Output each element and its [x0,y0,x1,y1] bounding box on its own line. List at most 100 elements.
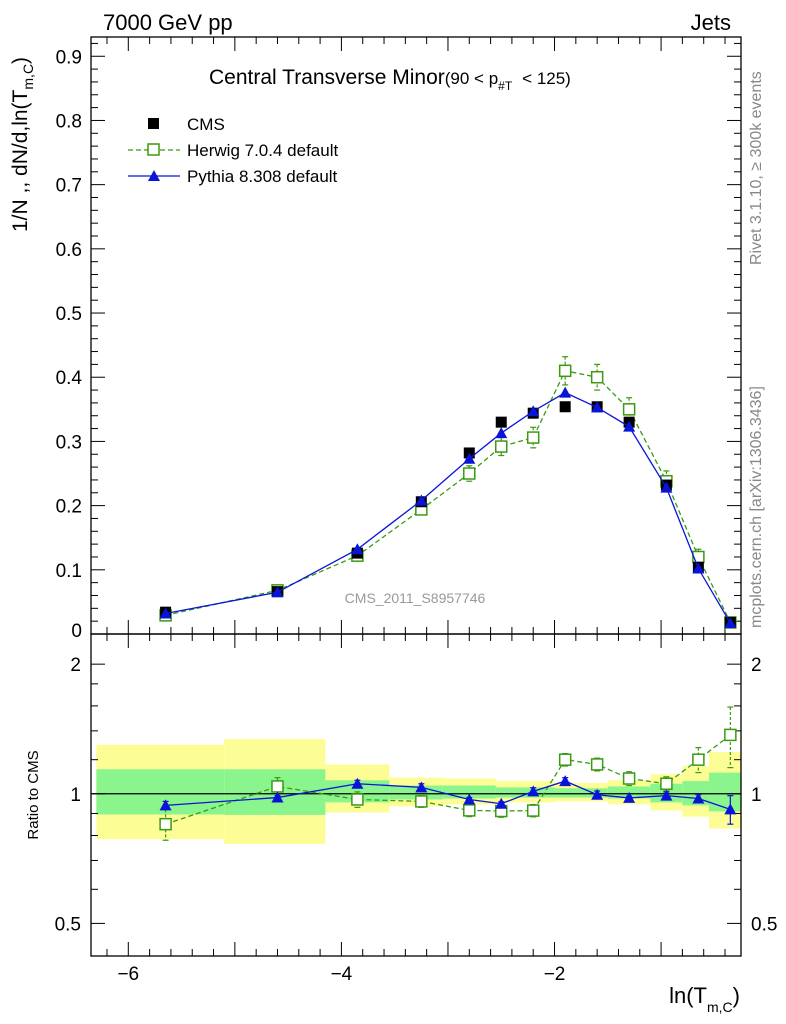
main-pythia-point [527,405,540,417]
main-pythia-point [159,607,172,619]
legend-cms-label: CMS [187,115,225,134]
ratio-pythia-point [495,797,508,809]
ratio-pythia-point [623,791,636,803]
ratio-pythia-point [159,799,172,811]
ratio-y-tick-label-right: 2 [751,655,762,676]
main-pythia-point [271,586,284,598]
main-axis-ticks: 0 0.1 0.2 0.3 0.4 0.5 0.6 0.7 0.8 0.9 [56,37,741,642]
legend-herwig-label: Herwig 7.0.4 default [187,141,338,160]
main-cms-point [495,416,507,428]
main-pythia-point [559,386,572,398]
plot-title-main: Central Transverse Minor [209,66,445,89]
ratio-pythia-point [591,788,604,800]
ratio-y-tick-label: 1 [70,785,81,806]
main-y-tick-label: 0.5 [56,304,82,325]
x-tick-label: −6 [117,964,139,985]
main-y-tick-label: 0.3 [56,432,82,453]
main-pythia-point [591,401,604,413]
main-pythia-point [660,481,673,493]
ratio-herwig-point [558,753,572,766]
ratio-pythia-point [559,775,572,787]
main-herwig-point [526,431,540,444]
plot-title: Central Transverse Minor(90 < p#T < 125) [209,66,571,93]
main-y-tick-label: 0.7 [56,176,82,197]
main-y-axis-label-text: 1/N ,, dN/d,ln(T [9,89,32,232]
ratio-pythia-point [660,789,673,801]
ratio-series-layer [159,706,737,841]
watermark: CMS_2011_S8957746 [345,590,486,606]
ratio-herwig-point [526,804,540,817]
ratio-herwig-point [271,780,284,793]
ratio-band-inner [96,769,225,815]
ratio-pythia-point [724,803,737,815]
main-y-tick-label: 0.6 [56,240,82,261]
ratio-y-axis-label: Ratio to CMS [25,750,42,839]
legend-pythia-label: Pythia 8.308 default [187,167,338,186]
main-herwig-point [622,403,636,416]
ratio-pythia-point [271,791,284,803]
main-herwig-point [494,440,508,453]
ratio-band-inner [495,787,555,798]
main-y-tick-label: 0.1 [56,561,82,582]
main-pythia-point [495,427,508,439]
main-herwig-point [590,370,604,384]
main-y-axis-label-end: ) [9,57,32,64]
ratio-frame [90,633,742,957]
ratio-herwig-point [622,772,636,785]
ratio-y-tick-label-right: 0.5 [751,914,777,935]
main-series-layer [159,356,737,629]
main-pythia-line [165,391,731,624]
main-herwig-line [165,370,731,623]
ratio-band-inner [554,788,608,798]
x-tick-label: −2 [544,964,566,985]
main-herwig-point [692,550,705,564]
plot-title-cut: (90 < p [445,69,498,88]
main-pythia-point [724,617,737,629]
ratio-herwig-point [590,758,604,771]
main-y-tick-label: 0.8 [56,111,82,132]
ratio-y-tick-label: 0.5 [55,914,81,935]
main-pythia-point [692,562,705,574]
legend: CMS Herwig 7.0.4 default Pythia 8.308 de… [128,115,338,186]
main-herwig-point [558,364,572,378]
ratio-y-tick-label: 2 [70,655,81,676]
ratio-herwig-point [660,777,673,791]
ratio-pythia-point [527,785,540,797]
ratio-pythia-point [463,793,476,805]
legend-cms-marker [148,118,159,129]
x-axis-label-text: ln(T [669,983,707,1008]
header-energy: 7000 GeV pp [103,10,233,35]
main-pythia-point [463,452,476,464]
ratio-herwig-point [415,795,428,808]
ratio-band-inner [442,785,496,799]
side-mcplots-text: mcplots.cern.ch [arXiv:1306.3436] [748,386,765,628]
main-cms-point [559,401,571,413]
x-axis-label-end: ) [733,983,740,1008]
ratio-band-inner [709,772,741,812]
ratio-herwig-point [159,817,172,831]
side-rivet-text: Rivet 3.1.10, ≥ 300k events [748,71,765,265]
main-pythia-point [351,543,364,555]
ratio-herwig-point [463,804,476,817]
x-axis-label: ln(Tm,C) [669,983,740,1015]
plot-title-cut-sub: #T [498,79,513,93]
main-y-axis-label: 1/N ,, dN/d,ln(Tm,C) [9,57,36,232]
main-y-tick-label: 0.9 [56,47,82,68]
header-process: Jets [691,10,731,35]
ratio-y-tick-label-right: 1 [751,785,762,806]
ratio-herwig-point [724,728,737,742]
ratio-panel: −6 −4 −2 0.5 0.5 1 1 2 2 Ratio to CMS [25,633,777,985]
main-pythia-point [623,420,636,432]
main-y-axis-label-sub: m,C [20,64,36,90]
main-panel: 0 0.1 0.2 0.3 0.4 0.5 0.6 0.7 0.8 0.9 Central Tra… [9,36,742,642]
ratio-pythia-point [692,792,705,804]
legend-herwig-marker [147,143,160,156]
x-axis-label-sub: m,C [707,999,733,1015]
main-y-tick-label: 0.4 [56,368,83,389]
x-tick-label: −4 [331,964,353,985]
ratio-herwig-point [351,793,364,806]
plot-title-cut-end: < 125) [522,69,571,88]
ratio-pythia-point [351,777,364,789]
main-herwig-point [463,467,476,480]
